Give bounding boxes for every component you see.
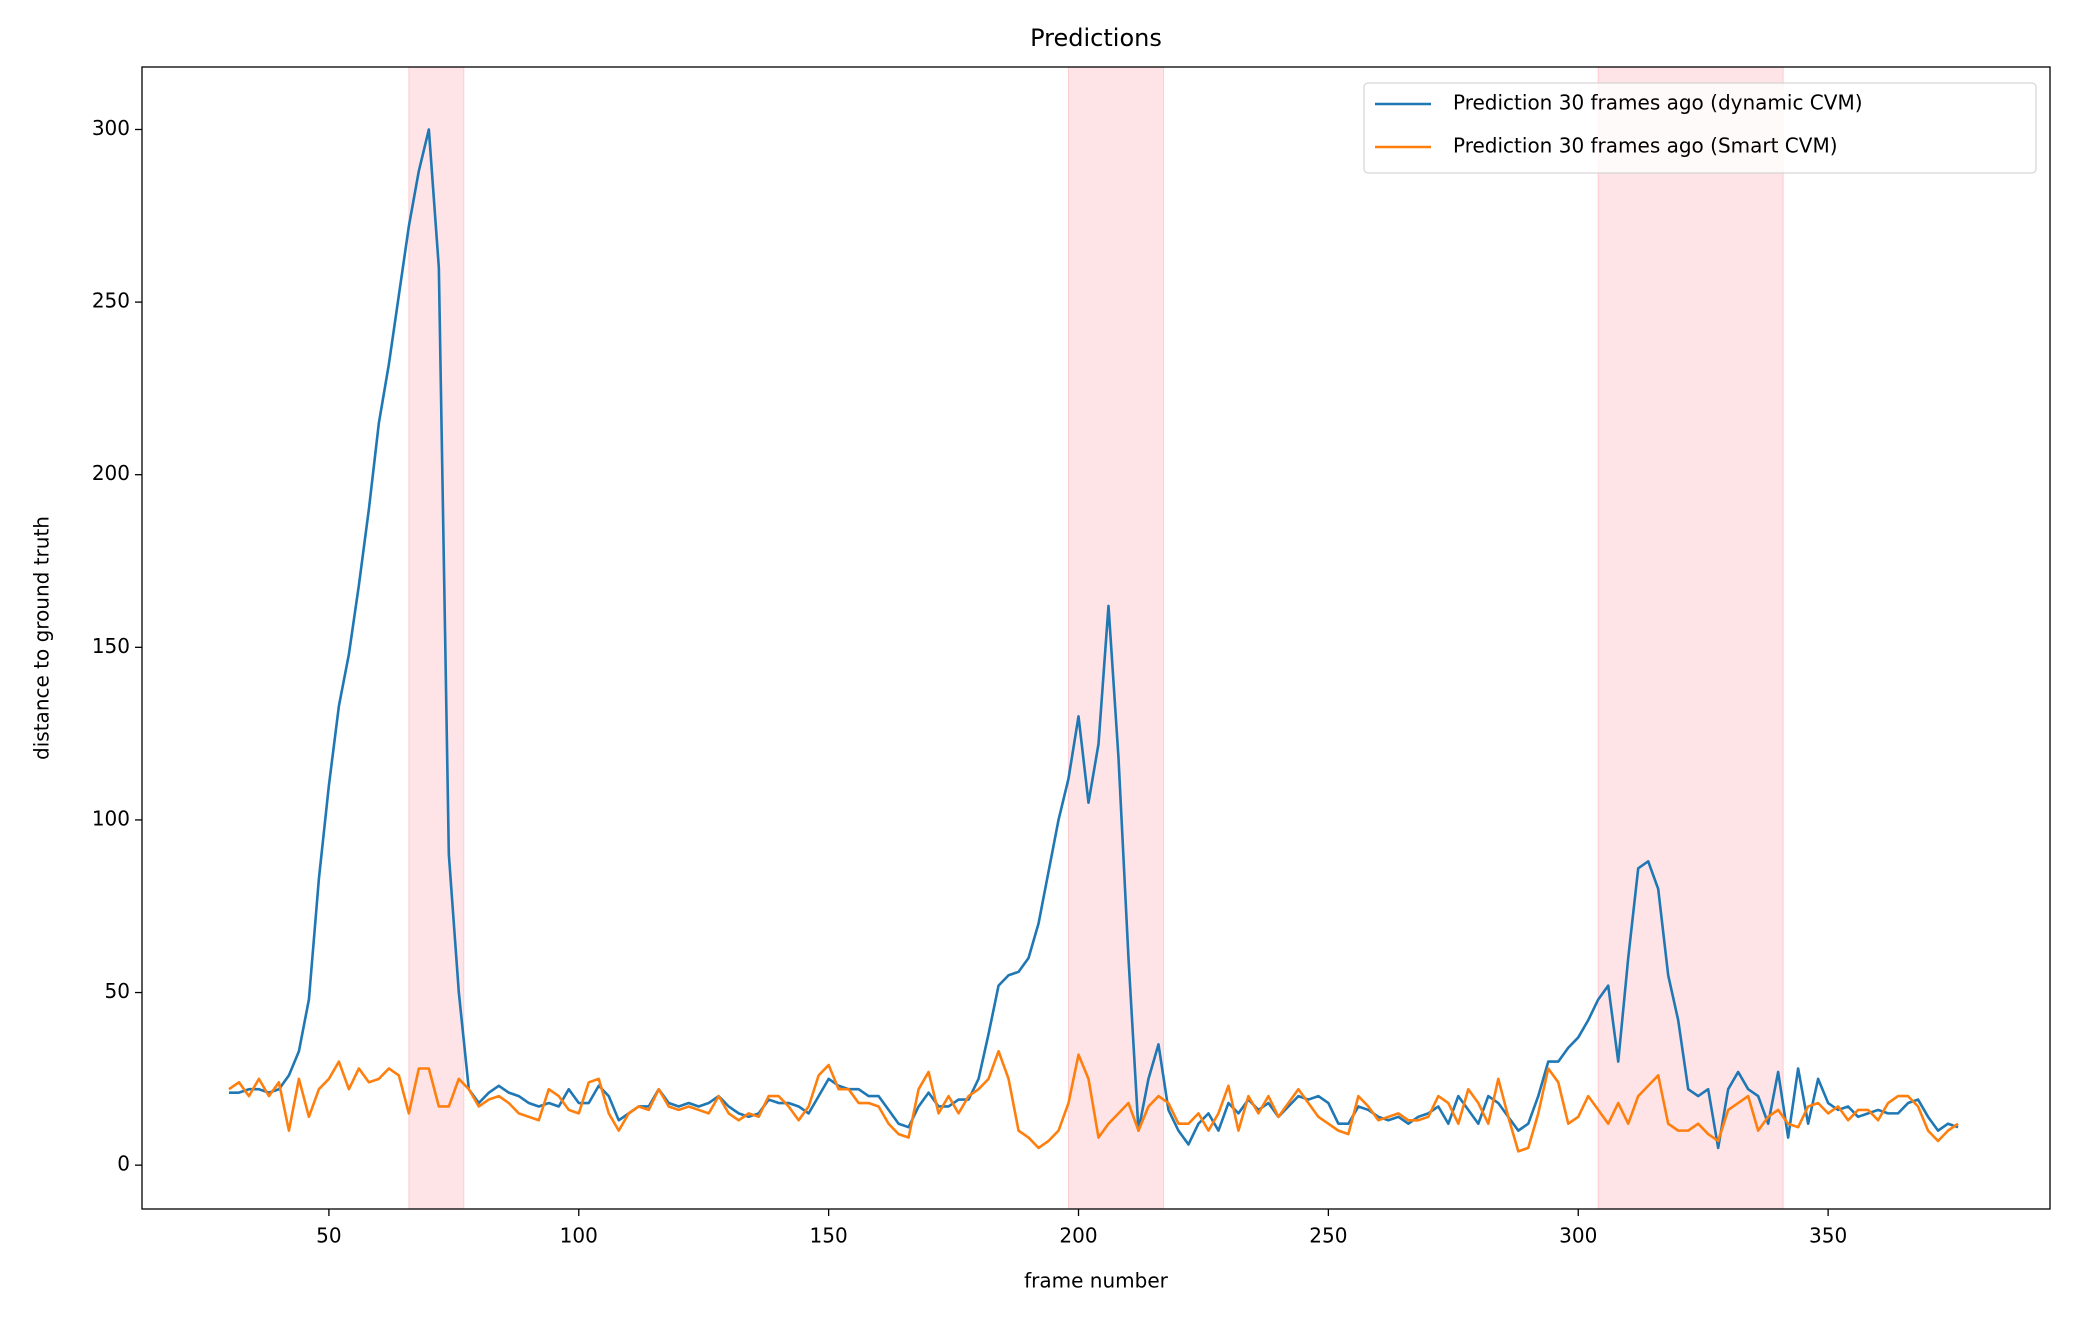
x-tick-label: 250 xyxy=(1309,1224,1347,1248)
x-tick-label: 150 xyxy=(810,1224,848,1248)
legend-label: Prediction 30 frames ago (Smart CVM) xyxy=(1453,134,1838,158)
legend-box xyxy=(1363,82,2037,174)
highlight-span xyxy=(408,66,465,1210)
plot-frame xyxy=(141,66,2051,1210)
legend-label: Prediction 30 frames ago (dynamic CVM) xyxy=(1453,91,1863,115)
x-tick-label: 350 xyxy=(1809,1224,1847,1248)
x-tick-label: 200 xyxy=(1059,1224,1097,1248)
y-tick-label: 300 xyxy=(92,116,130,140)
y-tick-label: 150 xyxy=(92,634,130,658)
series-line xyxy=(228,1049,1959,1153)
highlight-span xyxy=(1597,66,1784,1210)
y-tick-label: 100 xyxy=(92,806,130,830)
x-tick-label: 300 xyxy=(1559,1224,1597,1248)
y-tick-label: 200 xyxy=(92,461,130,485)
y-tick-label: 50 xyxy=(105,979,130,1003)
y-tick-label: 0 xyxy=(117,1152,130,1176)
y-tick-label: 250 xyxy=(92,289,130,313)
x-tick-label: 100 xyxy=(560,1224,598,1248)
chart-title: Predictions xyxy=(1030,24,1162,52)
x-tick-label: 50 xyxy=(316,1224,341,1248)
highlight-span xyxy=(1068,66,1164,1210)
y-axis-label: distance to ground truth xyxy=(30,516,54,760)
x-axis-label: frame number xyxy=(1024,1269,1168,1293)
series-line xyxy=(228,128,1959,1150)
